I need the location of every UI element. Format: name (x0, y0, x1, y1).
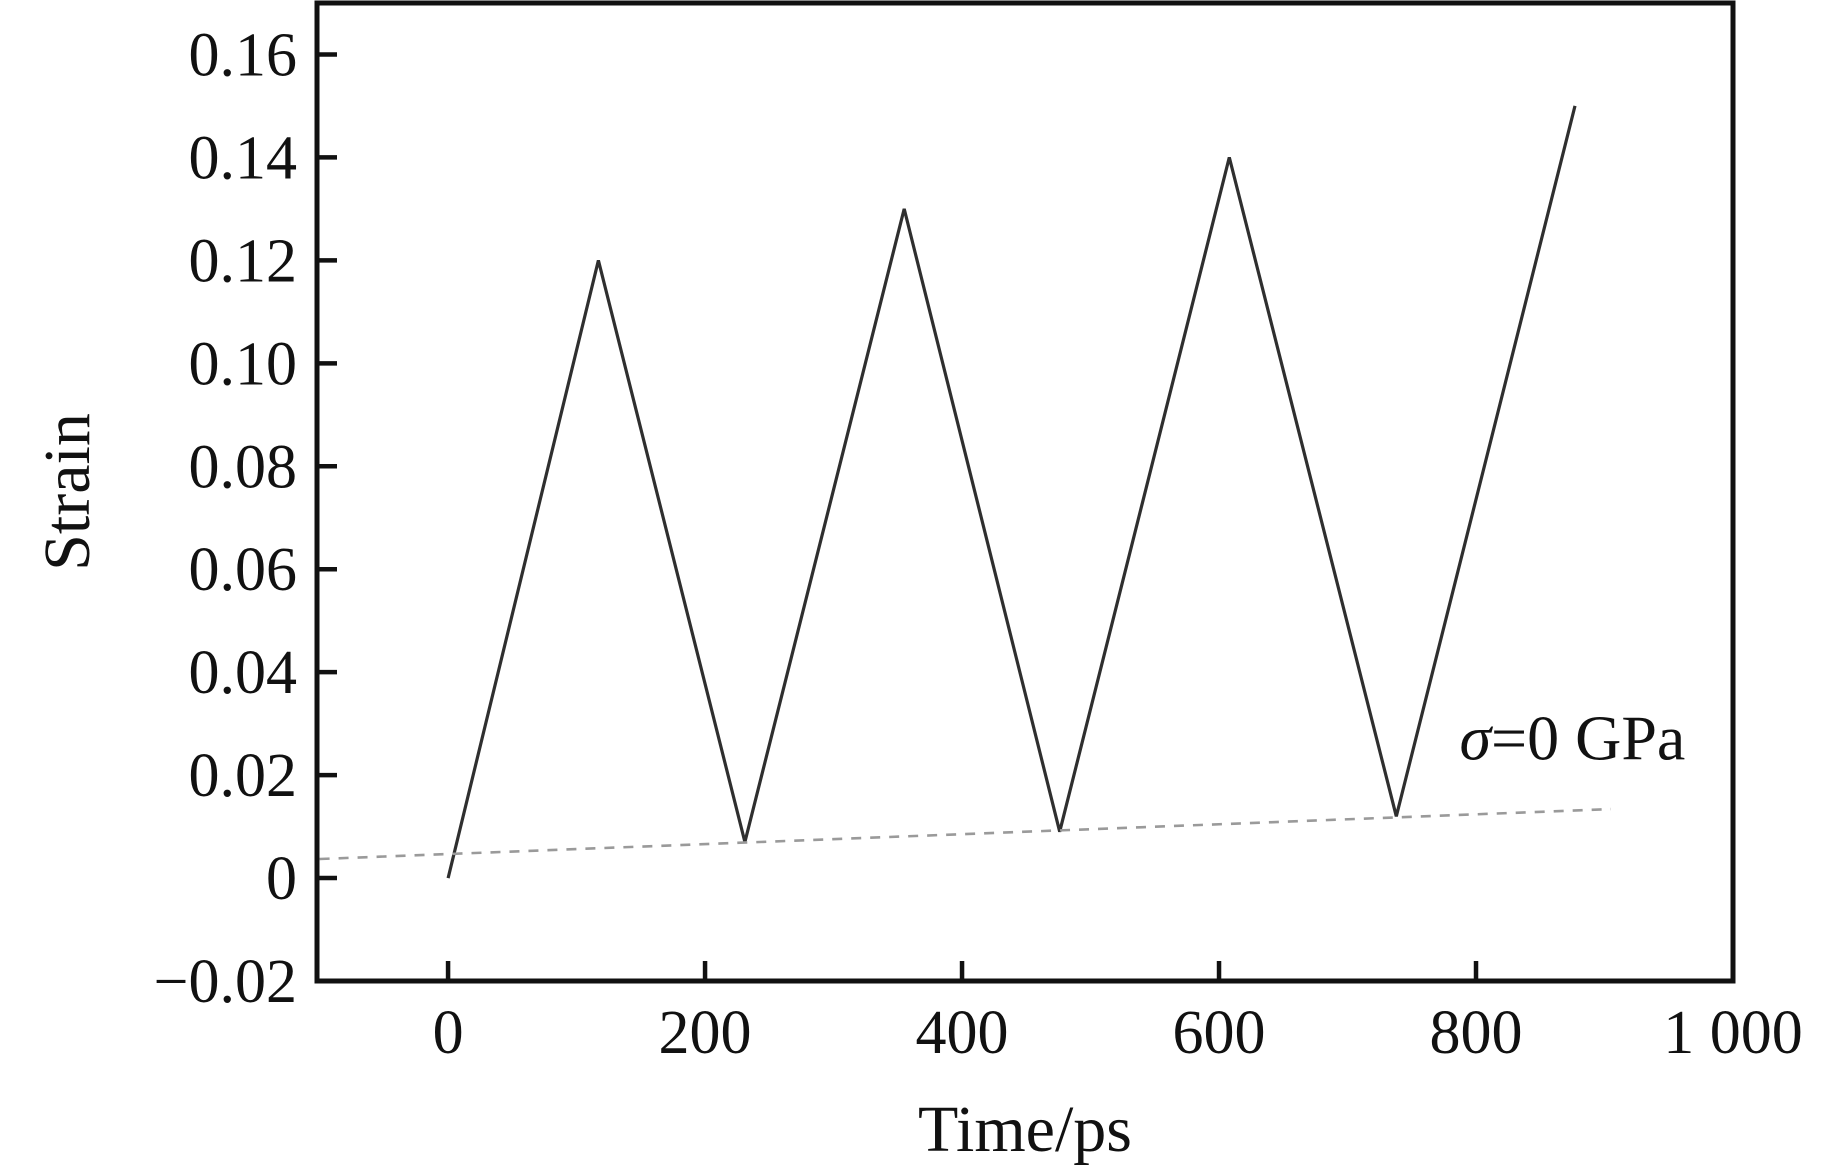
y-tick-label: 0.16 (189, 21, 298, 89)
y-tick-label: 0.12 (189, 227, 298, 295)
x-tick-label: 600 (1173, 999, 1266, 1067)
residual-strain-dashed-line (319, 807, 1611, 861)
plot-frame (314, 0, 1736, 984)
y-tick-label: 0 (266, 845, 297, 913)
strain-cycles-line (446, 105, 1577, 879)
y-tick-label: 0.06 (189, 536, 298, 604)
y-tick-label: 0.10 (189, 330, 298, 398)
y-tick-label: −0.02 (154, 948, 297, 1016)
y-tick-label: 0.04 (189, 639, 298, 707)
y-tick-label: 0.02 (189, 742, 298, 810)
y-tick-label: 0.08 (189, 433, 298, 501)
x-axis-title: Time/ps (918, 1093, 1132, 1166)
x-tick-label: 1 000 (1663, 999, 1803, 1067)
x-tick-label: 800 (1430, 999, 1523, 1067)
x-tick-label: 400 (916, 999, 1009, 1067)
y-tick-label: 0.14 (189, 124, 298, 192)
y-axis-title: Strain (31, 413, 104, 571)
x-tick-label: 200 (659, 999, 752, 1067)
sigma-zero-gpa-label: σ=0 GPa (1459, 703, 1685, 774)
x-tick-label: 0 (433, 999, 464, 1067)
